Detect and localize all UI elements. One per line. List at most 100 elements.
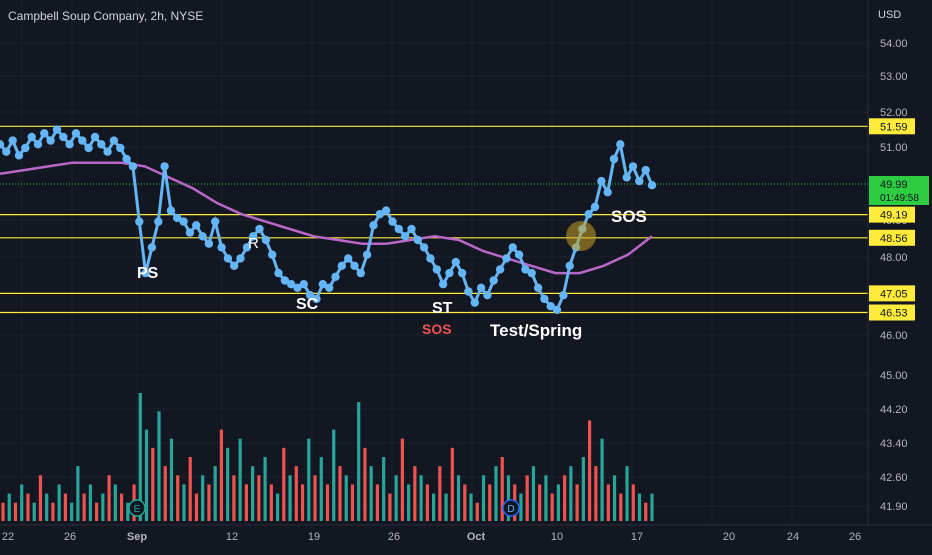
time-axis-label: 20 <box>723 531 735 543</box>
volume-bar <box>169 438 174 521</box>
volume-bar <box>325 484 330 521</box>
volume-bar <box>506 475 511 521</box>
price-point <box>476 283 486 292</box>
volume-bar <box>344 475 348 521</box>
volume-bar <box>619 493 623 521</box>
price-point <box>274 268 283 278</box>
volume-bar <box>213 466 217 521</box>
price-point <box>552 305 562 315</box>
volume-bar <box>126 502 130 521</box>
price-point <box>128 162 138 171</box>
volume-bar <box>182 484 186 521</box>
volume-bar <box>338 466 342 521</box>
label-sos-red: SOS <box>422 321 452 337</box>
grid <box>0 0 868 525</box>
volume-bar <box>357 402 361 521</box>
price-point <box>533 283 543 292</box>
price-axis-label: 54.00 <box>880 38 908 50</box>
volume-bar <box>494 466 498 521</box>
volume-bar <box>70 502 74 521</box>
price-point <box>603 188 612 197</box>
price-point <box>432 265 441 274</box>
horizontal-levels[interactable] <box>0 125 868 314</box>
time-axis-label: 26 <box>64 531 76 543</box>
volume-bar <box>438 466 442 521</box>
volume-bar <box>201 475 205 521</box>
price-axis-label: 52.00 <box>880 107 908 119</box>
price-point <box>470 298 479 307</box>
price-point <box>40 129 49 138</box>
price-point <box>46 136 55 145</box>
label-ps: PS <box>137 265 159 282</box>
current-price-tag: 49.99 01:49:58 <box>869 176 929 205</box>
volume-bar <box>369 466 373 521</box>
volume-bar <box>481 475 486 521</box>
label-st: ST <box>432 300 453 317</box>
volume-bar <box>431 493 436 521</box>
price-axis[interactable]: USD 54.0053.0052.0051.0049.0048.0046.004… <box>867 0 932 550</box>
volume-bar <box>388 493 392 521</box>
current-price: 49.99 <box>880 179 908 191</box>
volume-bar <box>563 475 567 521</box>
time-axis-label: Sep <box>127 531 147 543</box>
price-axis-label: 44.20 <box>880 404 908 416</box>
price-point <box>584 210 593 219</box>
volume-bar <box>375 484 380 521</box>
volume-bar <box>32 502 36 521</box>
level-tag-label: 46.53 <box>880 308 908 320</box>
volume-bar <box>157 411 161 521</box>
volume-bar <box>176 475 180 521</box>
level-tag <box>869 229 915 246</box>
price-point <box>306 291 315 300</box>
volume-bar <box>294 466 298 521</box>
time-axis-label: 19 <box>308 531 320 543</box>
price-point <box>344 254 353 263</box>
price-point <box>21 143 30 153</box>
volume-bar <box>107 475 111 521</box>
price-point <box>559 291 568 300</box>
time-axis[interactable]: 22 26 Sep 12 19 26 Oct 10 17 20 24 26 <box>0 524 932 543</box>
volume-bar <box>251 466 255 521</box>
price-point <box>173 213 182 223</box>
time-axis-label: 17 <box>631 531 643 543</box>
price-axis-label: 53.00 <box>880 71 908 83</box>
price-point <box>97 140 106 149</box>
volume-bar <box>382 457 386 521</box>
price-point <box>293 283 302 292</box>
price-point <box>337 261 346 270</box>
price-point <box>2 147 11 156</box>
time-axis-label: 26 <box>849 531 861 543</box>
volume-bar <box>531 466 536 521</box>
price-point <box>185 228 195 237</box>
volume-bar <box>581 457 585 521</box>
time-axis-label: 24 <box>787 531 799 543</box>
price-point <box>52 125 62 134</box>
price-point <box>356 268 365 278</box>
volume-bar <box>38 475 43 521</box>
price-axis-label: 51.00 <box>880 142 908 154</box>
earnings-marker[interactable]: E <box>128 499 146 517</box>
price-point <box>375 210 384 219</box>
volume-bar <box>45 493 49 521</box>
volume-bar <box>413 466 417 521</box>
volume-bar <box>400 438 404 521</box>
volume-bar <box>1 502 5 521</box>
volume-bar <box>525 475 529 521</box>
volume-bar <box>319 457 323 521</box>
price-axis-label: 41.90 <box>880 501 908 513</box>
price-point <box>90 132 100 142</box>
volume-bar <box>594 466 598 521</box>
dividend-marker[interactable]: D <box>502 499 520 517</box>
price-point <box>109 136 119 145</box>
volume-bar <box>194 493 199 521</box>
price-point <box>268 250 277 259</box>
label-test-spring: Test/Spring <box>490 321 582 340</box>
price-point <box>198 232 207 241</box>
price-point <box>502 254 511 263</box>
time-axis-label: Oct <box>467 531 486 543</box>
price-point <box>457 268 467 278</box>
price-axis-label: 46.00 <box>880 330 908 342</box>
volume-bars <box>1 393 654 521</box>
